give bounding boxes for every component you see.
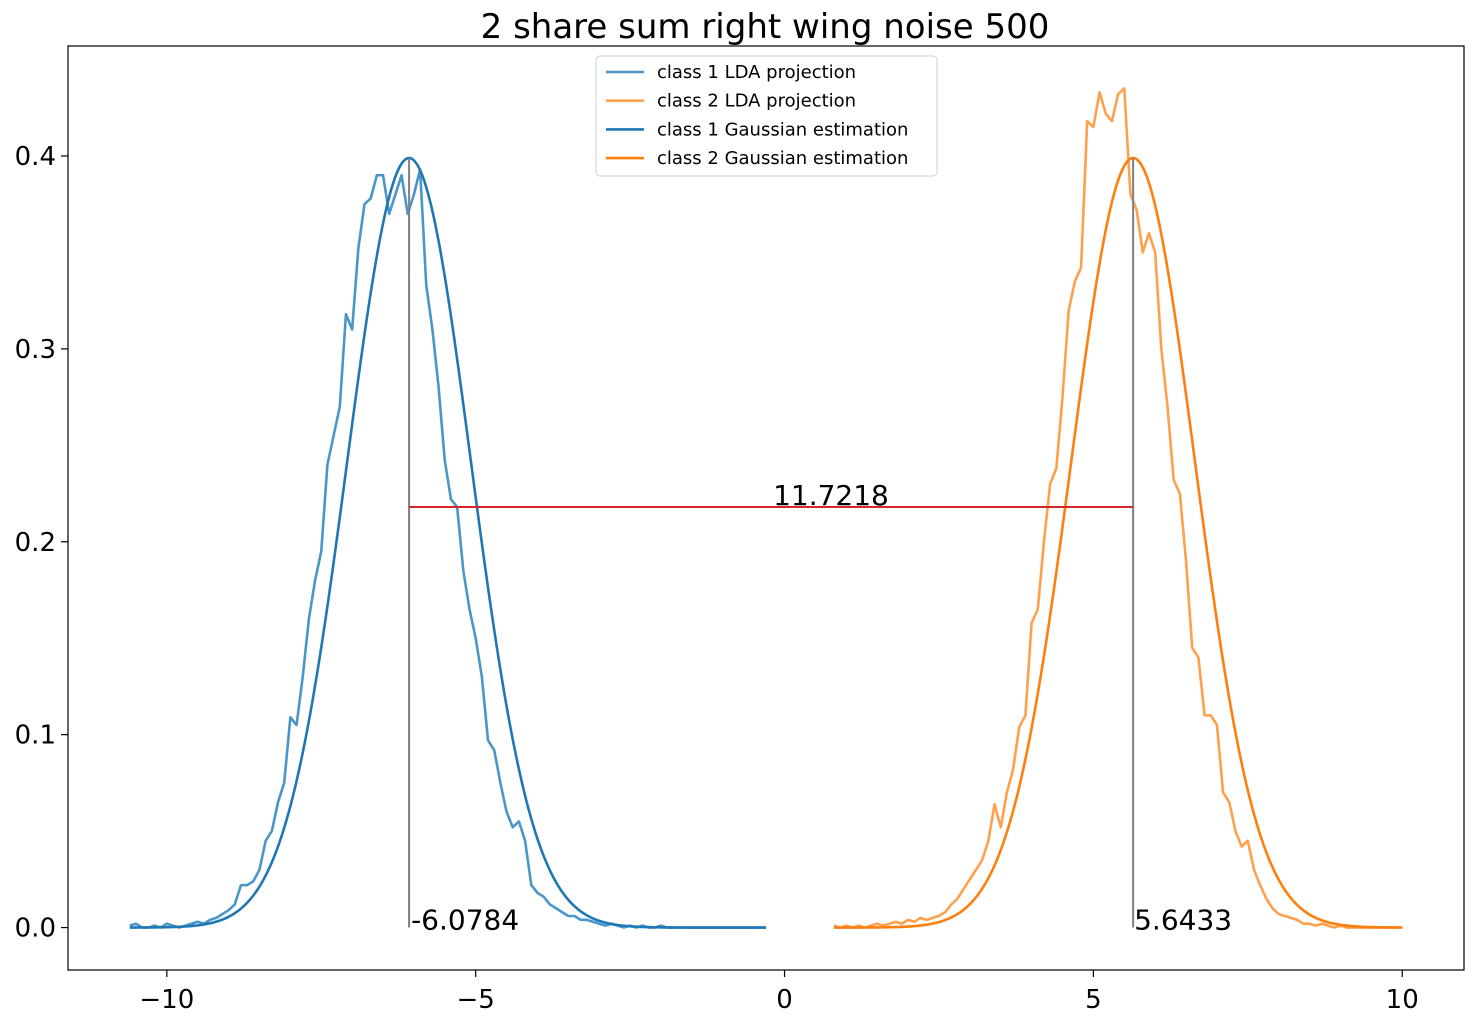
y-tick-label: 0.2	[15, 528, 56, 558]
x-tick-label: 0	[776, 985, 793, 1015]
annotation-layer: -6.0784 5.6433 11.7218	[408, 157, 1232, 937]
y-tick-label: 0.1	[15, 721, 56, 751]
legend-label-2: class 2 LDA projection	[657, 91, 856, 112]
series-line-1	[129, 168, 766, 929]
y-tick-label: 0.3	[15, 335, 56, 365]
y-tick-label: 0.4	[15, 142, 56, 172]
legend: class 1 LDA projection class 2 LDA projec…	[595, 55, 938, 177]
legend-label-1: class 1 LDA projection	[657, 62, 856, 83]
x-tick-label: 10	[1386, 985, 1419, 1015]
plot-area	[67, 45, 1465, 971]
x-tick-label: 5	[1085, 985, 1102, 1015]
series-layer	[129, 87, 1403, 929]
series-line-2	[833, 87, 1403, 929]
series-line-4	[833, 156, 1403, 929]
series-line-3	[129, 156, 766, 929]
mean1-label: -6.0784	[411, 904, 519, 937]
legend-label-4: class 2 Gaussian estimation	[657, 148, 908, 169]
y-axis: 0.0 0.1 0.2 0.3 0.4	[15, 142, 68, 944]
mean2-label: 5.6433	[1134, 904, 1232, 937]
legend-label-3: class 1 Gaussian estimation	[657, 119, 908, 140]
x-tick-label: −5	[457, 985, 495, 1015]
distance-label: 11.7218	[773, 479, 889, 512]
chart-title: 2 share sum right wing noise 500	[481, 7, 1050, 47]
y-tick-label: 0.0	[15, 914, 56, 944]
x-tick-label: −10	[139, 985, 194, 1015]
x-axis: −10 −5 0 5 10	[139, 970, 1419, 1015]
